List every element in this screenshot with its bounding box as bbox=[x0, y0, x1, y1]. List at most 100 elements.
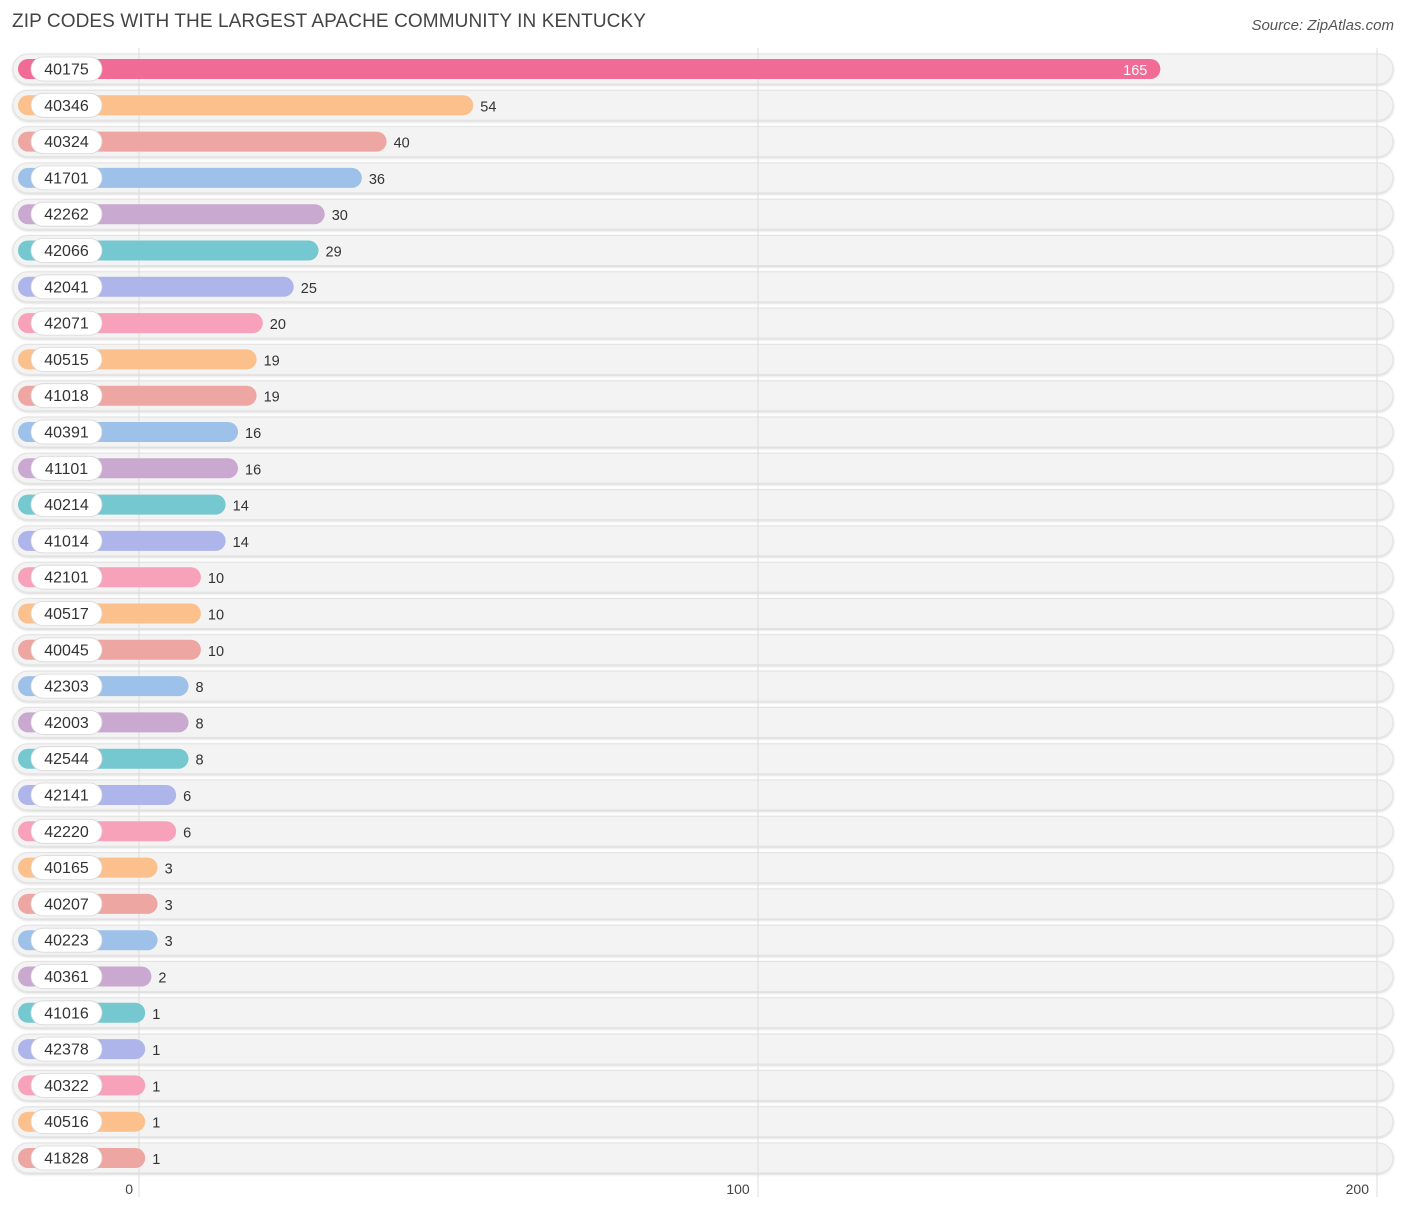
row-background bbox=[12, 235, 1394, 266]
row-background bbox=[12, 815, 1394, 847]
bar bbox=[18, 131, 387, 152]
row-background bbox=[12, 1142, 1394, 1174]
value-label: 3 bbox=[165, 898, 173, 914]
category-label-pill bbox=[30, 746, 103, 772]
category-label: 40517 bbox=[44, 606, 89, 623]
row-background bbox=[12, 1033, 1394, 1065]
category-label-pill bbox=[30, 419, 103, 445]
category-label-pill bbox=[30, 891, 103, 917]
value-label: 8 bbox=[196, 753, 204, 769]
category-label: 42220 bbox=[44, 824, 89, 841]
category-label-pill bbox=[30, 492, 103, 518]
category-label: 42378 bbox=[44, 1042, 89, 1059]
row-background bbox=[12, 489, 1394, 521]
value-label: 16 bbox=[245, 426, 261, 442]
category-label: 42262 bbox=[44, 207, 89, 224]
value-label: 1 bbox=[152, 1043, 160, 1059]
category-label-pill bbox=[30, 637, 103, 663]
row-background bbox=[12, 598, 1394, 629]
x-tick-label: 100 bbox=[726, 1181, 750, 1197]
category-label-pill bbox=[30, 383, 103, 409]
value-label: 14 bbox=[233, 535, 249, 551]
value-label: 3 bbox=[165, 934, 173, 950]
row-background bbox=[12, 416, 1394, 448]
row-background bbox=[12, 888, 1394, 920]
category-label: 40207 bbox=[44, 896, 89, 913]
category-label-pill bbox=[30, 818, 103, 844]
value-label: 1 bbox=[152, 1079, 160, 1095]
category-label-pill bbox=[30, 274, 103, 300]
row-background bbox=[12, 1069, 1394, 1101]
value-label: 8 bbox=[196, 716, 204, 732]
category-label-pill bbox=[30, 201, 103, 227]
category-label: 41014 bbox=[44, 533, 89, 550]
bar bbox=[18, 167, 362, 188]
category-label: 42041 bbox=[44, 279, 89, 296]
value-label: 10 bbox=[208, 644, 224, 660]
category-label: 41016 bbox=[44, 1005, 89, 1022]
value-label: 25 bbox=[301, 281, 317, 297]
x-tick-label: 0 bbox=[125, 1181, 133, 1197]
source-label: Source: ZipAtlas.com bbox=[1251, 17, 1394, 34]
category-label-pill bbox=[30, 310, 103, 336]
row-background bbox=[12, 670, 1394, 702]
row-background bbox=[12, 924, 1394, 956]
row-background bbox=[12, 743, 1394, 775]
category-label-pill bbox=[30, 1000, 103, 1026]
category-label: 42101 bbox=[44, 570, 89, 587]
category-label: 40515 bbox=[44, 352, 89, 369]
row-background bbox=[12, 380, 1394, 412]
value-label: 54 bbox=[480, 99, 496, 115]
value-label: 19 bbox=[264, 353, 280, 369]
category-label-pill bbox=[30, 238, 103, 263]
category-label: 42071 bbox=[44, 316, 89, 333]
category-label: 40214 bbox=[44, 497, 89, 514]
category-label: 40516 bbox=[44, 1114, 89, 1131]
row-background bbox=[12, 1106, 1394, 1138]
category-label-pill bbox=[30, 1145, 103, 1171]
value-label: 165 bbox=[1123, 63, 1147, 79]
value-label: 40 bbox=[394, 136, 410, 152]
category-label-pill bbox=[30, 855, 103, 880]
bar bbox=[18, 95, 474, 116]
category-label: 41828 bbox=[44, 1151, 89, 1168]
category-label: 40165 bbox=[44, 860, 89, 877]
category-label-pill bbox=[30, 92, 103, 118]
row-background bbox=[12, 561, 1394, 593]
category-label-pill bbox=[30, 455, 103, 481]
value-label: 1 bbox=[152, 1116, 160, 1132]
category-label: 40346 bbox=[44, 98, 89, 115]
category-label-pill bbox=[30, 56, 103, 82]
value-label: 8 bbox=[196, 680, 204, 696]
row-background bbox=[12, 307, 1394, 339]
category-label: 42141 bbox=[44, 788, 89, 805]
value-label: 36 bbox=[369, 172, 385, 188]
category-label: 40324 bbox=[44, 134, 89, 151]
category-label: 41101 bbox=[45, 461, 88, 478]
value-label: 10 bbox=[208, 571, 224, 587]
category-label: 41701 bbox=[44, 170, 89, 187]
row-background bbox=[12, 706, 1394, 738]
value-label: 30 bbox=[332, 208, 348, 224]
row-background bbox=[12, 271, 1394, 303]
category-label-pill bbox=[30, 601, 103, 626]
category-label: 42003 bbox=[44, 715, 89, 732]
value-label: 29 bbox=[326, 245, 342, 261]
category-label: 40175 bbox=[44, 62, 89, 79]
category-label-pill bbox=[30, 1109, 103, 1135]
value-label: 16 bbox=[245, 462, 261, 478]
category-label: 42066 bbox=[44, 243, 89, 260]
value-label: 10 bbox=[208, 608, 224, 624]
category-label: 42544 bbox=[44, 751, 89, 768]
row-background bbox=[12, 852, 1394, 884]
category-label-pill bbox=[30, 165, 103, 191]
category-label-pill bbox=[30, 129, 103, 155]
value-label: 2 bbox=[158, 971, 166, 987]
category-label-pill bbox=[30, 927, 103, 953]
category-label-pill bbox=[30, 528, 103, 554]
row-background bbox=[12, 779, 1394, 811]
category-label-pill bbox=[30, 710, 103, 735]
row-background bbox=[12, 961, 1394, 992]
category-label: 42303 bbox=[44, 679, 89, 696]
category-label-pill bbox=[30, 964, 103, 989]
